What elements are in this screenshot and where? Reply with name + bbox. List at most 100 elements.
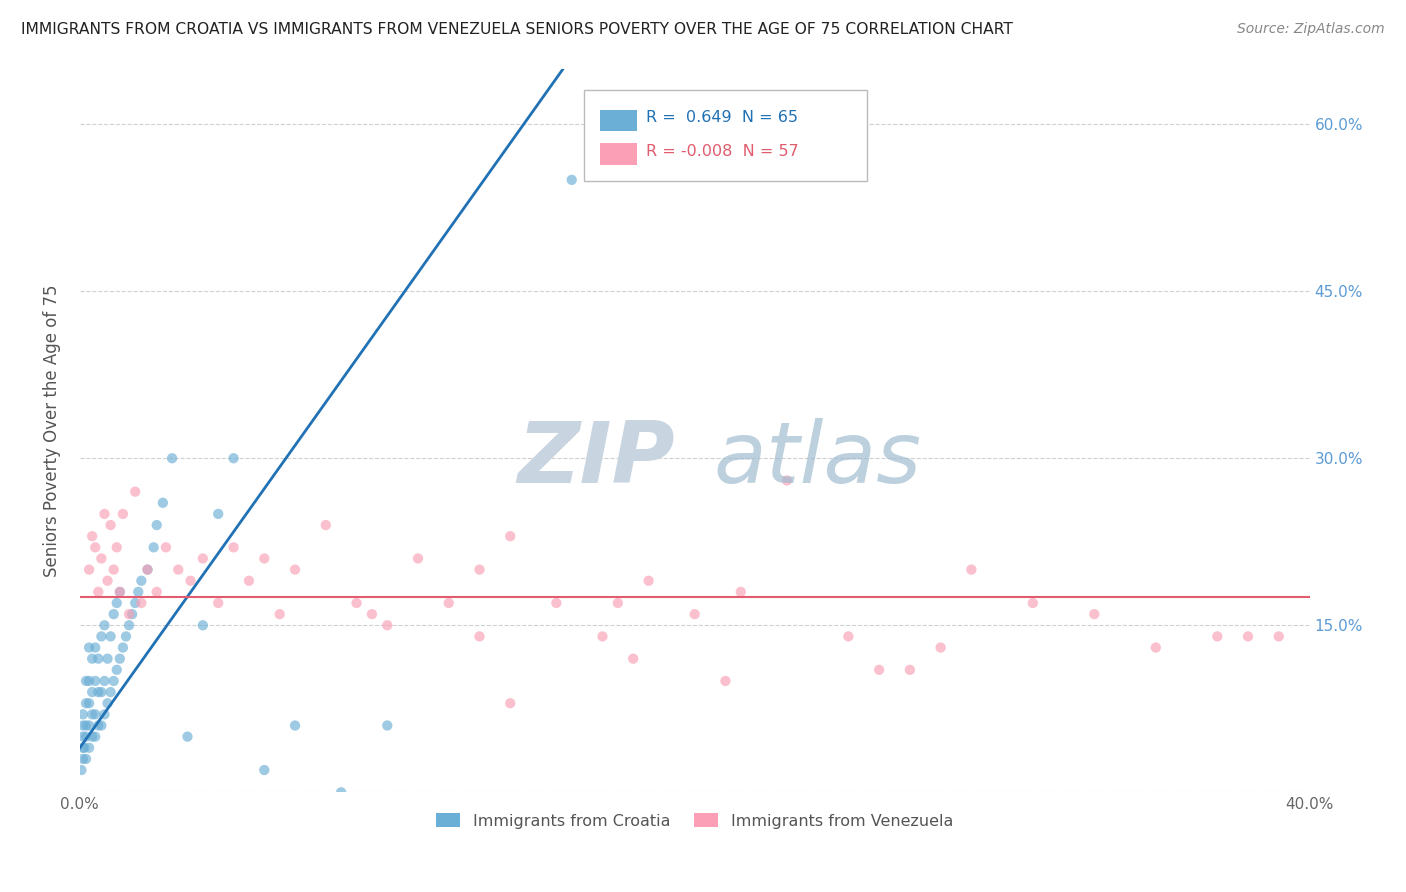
Point (499, 696, 522, 710)
Point (77, 740, 100, 755)
Point (1022, 596, 1045, 610)
Point (72, 707, 94, 722)
Point (1206, 629, 1229, 643)
Point (84, 707, 107, 722)
Point (136, 563, 159, 577)
Point (105, 541, 128, 555)
Point (1144, 640, 1167, 655)
Y-axis label: Seniors Poverty Over the Age of 75: Seniors Poverty Over the Age of 75 (44, 285, 60, 576)
Point (82, 651, 104, 665)
Point (837, 629, 859, 643)
Bar (600, 110, 637, 131)
Point (437, 596, 460, 610)
Point (127, 585, 149, 599)
Point (77, 696, 100, 710)
Point (346, 596, 368, 610)
Point (84, 640, 107, 655)
Point (105, 663, 128, 677)
Point (118, 618, 141, 632)
Point (606, 596, 628, 610)
Point (136, 563, 159, 577)
Point (93, 673, 115, 688)
Point (375, 718, 398, 732)
Point (375, 618, 398, 632)
Point (75, 730, 97, 744)
Point (73, 740, 96, 755)
Point (108, 585, 131, 599)
Point (87, 651, 110, 665)
Point (152, 496, 174, 510)
Point (82, 685, 104, 699)
Point (93, 618, 115, 632)
Point (1083, 607, 1105, 622)
Point (70, 763, 93, 777)
Point (111, 640, 134, 655)
Point (72, 718, 94, 732)
Point (103, 563, 125, 577)
Point (84, 541, 107, 555)
Point (90, 551, 112, 566)
Text: IMMIGRANTS FROM CROATIA VS IMMIGRANTS FROM VENEZUELA SENIORS POVERTY OVER THE AG: IMMIGRANTS FROM CROATIA VS IMMIGRANTS FR… (21, 22, 1012, 37)
Point (84, 673, 107, 688)
Point (561, 173, 583, 187)
Point (160, 451, 183, 466)
Point (621, 651, 644, 665)
Point (87, 685, 110, 699)
Point (118, 607, 141, 622)
Point (96, 651, 118, 665)
Point (145, 585, 167, 599)
Point (115, 629, 138, 643)
Point (75, 752, 97, 766)
Point (222, 451, 245, 466)
Point (108, 651, 131, 665)
Point (96, 574, 118, 588)
Point (90, 685, 112, 699)
Point (238, 574, 260, 588)
Point (87, 585, 110, 599)
Point (77, 718, 100, 732)
Point (111, 507, 134, 521)
Point (103, 673, 125, 688)
Point (84, 730, 107, 744)
Point (124, 596, 146, 610)
Point (683, 607, 706, 622)
Point (1237, 629, 1260, 643)
Point (100, 518, 122, 533)
Point (207, 596, 229, 610)
Point (591, 629, 613, 643)
Point (637, 574, 659, 588)
Point (269, 607, 291, 622)
Point (468, 629, 491, 643)
Point (145, 518, 167, 533)
Point (730, 585, 752, 599)
Point (222, 541, 245, 555)
Bar (600, 143, 637, 165)
Point (714, 673, 737, 688)
Point (960, 563, 983, 577)
Text: Source: ZipAtlas.com: Source: ZipAtlas.com (1237, 22, 1385, 37)
Point (75, 718, 97, 732)
Point (100, 685, 122, 699)
Point (72, 752, 94, 766)
Text: R =  0.649  N = 65: R = 0.649 N = 65 (645, 111, 797, 125)
Point (90, 718, 112, 732)
Point (100, 629, 122, 643)
FancyBboxPatch shape (583, 90, 868, 181)
Point (124, 484, 146, 499)
Point (155, 541, 177, 555)
Point (87, 718, 110, 732)
Legend: Immigrants from Croatia, Immigrants from Venezuela: Immigrants from Croatia, Immigrants from… (430, 807, 960, 835)
Point (868, 663, 890, 677)
Point (191, 551, 214, 566)
Point (72, 740, 94, 755)
Point (284, 563, 307, 577)
Point (142, 541, 165, 555)
Point (180, 574, 202, 588)
Point (253, 551, 276, 566)
Text: atlas: atlas (714, 417, 922, 501)
Point (103, 607, 125, 622)
Point (121, 607, 143, 622)
Point (546, 596, 568, 610)
Point (284, 718, 307, 732)
Point (176, 730, 198, 744)
